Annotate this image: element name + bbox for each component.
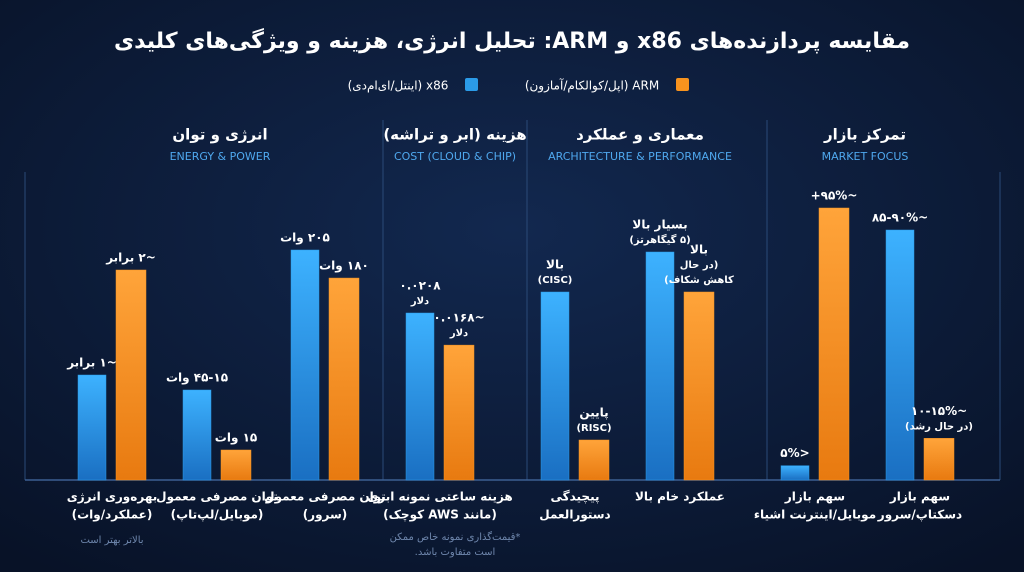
- chart-title: مقایسه پردازنده‌های x86 و ARM: تحلیل انر…: [114, 27, 910, 54]
- group-subtitle: ARCHITECTURE & PERFORMANCE: [548, 150, 732, 163]
- note: *قیمت‌گذاری نمونه خاص ممکن: [390, 531, 521, 543]
- bar: [645, 251, 675, 481]
- value-label: ~۲ برابر: [105, 251, 156, 265]
- value-label: (در حال رشد): [905, 421, 973, 432]
- value-label: ۰.۰۲۰۸: [399, 279, 441, 293]
- bar: [290, 249, 320, 481]
- x-tick-label: (عملکرد/وات): [72, 508, 153, 523]
- value-label: (۵ گیگاهرتز): [629, 233, 690, 246]
- bar: [115, 269, 147, 481]
- value-label: پایین: [579, 406, 608, 420]
- x-tick-label: پیچیدگی: [550, 490, 599, 504]
- bar: [77, 374, 107, 481]
- group-title: تمرکز بازار: [823, 126, 906, 144]
- bar: [540, 291, 570, 481]
- x-tick-label: سهم بازار: [784, 490, 845, 504]
- bar: [328, 277, 360, 481]
- bar: [182, 389, 212, 481]
- x-tick-label: (سرور): [303, 508, 348, 523]
- value-label: ۴۵-۱۵ وات: [166, 371, 228, 386]
- value-label: ~۱ برابر: [66, 356, 117, 370]
- legend-label: x86 (اینتل/ای‌ام‌دی): [348, 79, 449, 93]
- group-title: انرژی و توان: [172, 126, 267, 144]
- value-label: ~۱۰-۱۵%: [911, 404, 967, 418]
- bar: [443, 344, 475, 481]
- note: بالاتر بهتر است: [80, 535, 143, 546]
- value-label: ~۹۵%+: [811, 189, 858, 203]
- bar: [220, 449, 252, 481]
- x-tick-label: عملکرد خام بالا: [635, 490, 725, 505]
- bar: [818, 207, 850, 481]
- x-tick-label: (مانند AWS کوچک): [383, 508, 497, 523]
- group-title: معماری و عملکرد: [576, 126, 704, 144]
- bar: [405, 312, 435, 481]
- value-label: ~۸۵-۹۰%: [872, 211, 928, 225]
- x-tick-label: توان مصرفی معمول: [156, 490, 278, 505]
- value-label: بالا: [690, 243, 708, 257]
- value-label: ۱۸۰ وات: [319, 259, 369, 274]
- bar: [780, 465, 810, 481]
- value-label: دلار: [410, 296, 429, 307]
- value-label: بالا: [546, 258, 564, 272]
- value-label: دلار: [449, 328, 468, 339]
- bar: [578, 439, 610, 481]
- group-subtitle: MARKET FOCUS: [822, 150, 909, 163]
- x-tick-label: دسکتاپ/سرور: [877, 508, 962, 523]
- group-subtitle: ENERGY & POWER: [170, 150, 271, 163]
- x-tick-label: هزینه ساعتی نمونه ابری: [367, 490, 512, 505]
- value-label: بسیار بالا: [632, 218, 687, 232]
- bar: [923, 438, 955, 481]
- group-title: هزینه (ابر و تراشه): [383, 126, 526, 144]
- value-label: ~۰.۰۱۶۸: [433, 311, 484, 325]
- value-label: ۲۰۵ وات: [280, 231, 330, 246]
- x-tick-label: سهم بازار: [889, 490, 950, 504]
- x-tick-label: توان مصرفی معمول: [264, 490, 386, 505]
- note: است متفاوت باشد.: [415, 547, 496, 558]
- value-label: (CISC): [538, 275, 573, 286]
- value-label: (RISC): [576, 423, 611, 434]
- x-tick-label: موبایل/اینترنت اشیاء: [754, 508, 876, 523]
- x-tick-label: (موبایل/لپ‌تاپ): [171, 508, 264, 523]
- x-tick-label: دستورالعمل: [539, 508, 610, 523]
- legend-swatch: [676, 78, 689, 91]
- bar: [683, 291, 715, 481]
- group-subtitle: COST (CLOUD & CHIP): [394, 150, 516, 163]
- value-label: (در حال: [680, 260, 719, 271]
- legend-label: ARM (اپل/کوالکام/آمازون): [525, 78, 659, 94]
- legend-swatch: [465, 78, 478, 91]
- value-label: کاهش شکاف): [664, 275, 734, 286]
- value-label: <۵%: [780, 446, 809, 460]
- value-label: ۱۵ وات: [215, 431, 257, 446]
- bar: [885, 229, 915, 481]
- x-tick-label: بهره‌وری انرژی: [67, 490, 158, 505]
